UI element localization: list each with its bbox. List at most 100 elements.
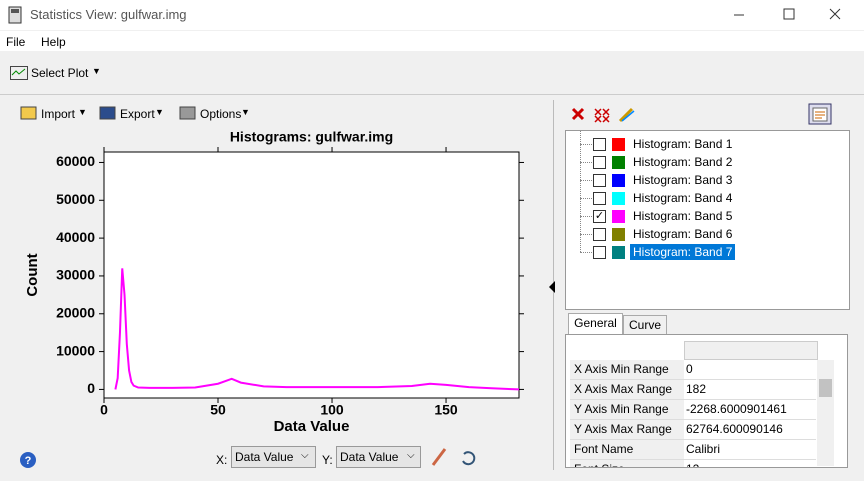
color-swatch — [612, 246, 625, 259]
property-name: X Axis Min Range — [570, 360, 684, 380]
tree-item[interactable]: Histogram: Band 3 — [633, 173, 733, 187]
scroll-thumb — [819, 379, 832, 397]
axis-tools[interactable] — [430, 446, 480, 468]
x-tick-label: 0 — [100, 402, 108, 418]
header-row — [684, 341, 818, 360]
tab[interactable]: Curve — [623, 315, 667, 335]
property-value[interactable]: -2268.6000901461 — [684, 400, 816, 420]
axis-selectors: X: Data Value Y: Data Value ⌵ ⌵ — [0, 445, 545, 470]
y-tick-label: 50000 — [56, 191, 95, 207]
tree-connector — [580, 180, 592, 181]
x-axis-label: Data Value — [274, 418, 350, 435]
x-label: X: — [216, 453, 228, 467]
properties-icon[interactable] — [808, 103, 832, 125]
chart: Histograms: gulfwar.img Data Value Count 0 1… — [24, 129, 524, 435]
dropdown-arrow: ▼ — [92, 66, 101, 76]
dropdown-arrow: ▼ — [78, 107, 87, 117]
x-tick-label: 100 — [320, 402, 344, 418]
tree-item[interactable]: Histogram: Band 6 — [633, 227, 733, 241]
select-arrow: ⌵ — [407, 450, 415, 461]
color-swatch — [612, 138, 625, 151]
tree-connector — [580, 162, 592, 163]
separator — [0, 94, 864, 95]
tree-item[interactable]: Histogram: Band 5 — [633, 209, 733, 223]
property-value[interactable]: 0 — [684, 360, 816, 380]
color-swatch — [612, 210, 625, 223]
splitter-arrow[interactable] — [549, 281, 557, 293]
title-bar: Statistics View: gulfwar.img — [0, 0, 864, 30]
data-line — [114, 268, 520, 391]
chart-title: Histograms: gulfwar.img — [230, 129, 393, 145]
plot-icon — [10, 66, 28, 80]
tree-item[interactable]: Histogram: Band 1 — [633, 137, 733, 151]
property-value[interactable]: 12 — [684, 460, 816, 467]
y-axis-label: Count — [24, 253, 41, 296]
x-select[interactable]: Data Value — [231, 446, 316, 468]
property-value[interactable]: 182 — [684, 380, 816, 400]
property-grid: X Axis Min Range 0 X Axis Max Range 182 Y Ax… — [565, 334, 848, 468]
window-title: Statistics View: gulfwar.img — [30, 7, 187, 22]
y-tick-label: 40000 — [56, 229, 95, 245]
button-icon — [20, 106, 37, 120]
tree-item[interactable]: Histogram: Band 4 — [633, 191, 733, 205]
y-tick-label: 10000 — [56, 342, 95, 358]
tree-connector — [580, 198, 592, 199]
color-swatch — [612, 228, 625, 241]
checkbox[interactable] — [593, 246, 606, 259]
property-value[interactable]: Calibri — [684, 440, 816, 460]
color-swatch — [612, 156, 625, 169]
dropdown-arrow: ▼ — [241, 107, 250, 117]
button-icon — [99, 106, 116, 120]
y-tick-label: 60000 — [56, 153, 95, 169]
checkbox[interactable] — [593, 156, 606, 169]
color-swatch — [612, 174, 625, 187]
color-swatch — [612, 192, 625, 205]
property-name: X Axis Max Range — [570, 380, 684, 400]
tool-icon — [431, 448, 447, 466]
tabs: General Curve — [565, 313, 848, 335]
toolbar-button[interactable]: Options ▼ — [179, 104, 254, 124]
property-name: Y Axis Max Range — [570, 420, 684, 440]
y-tick-label: 30000 — [56, 267, 95, 283]
tree-item[interactable]: Histogram: Band 7 — [630, 244, 736, 260]
select-arrow: ⌵ — [301, 450, 309, 461]
dropdown-arrow: ▼ — [155, 107, 164, 117]
property-value[interactable]: 62764.600090146 — [684, 420, 816, 440]
tree-toolbar[interactable] — [570, 106, 650, 124]
property-name: Font Name — [570, 440, 684, 460]
checkbox[interactable] — [593, 138, 606, 151]
property-name: Y Axis Min Range — [570, 400, 684, 420]
icon-shape — [179, 106, 196, 120]
tree-vline — [580, 131, 581, 252]
checkbox[interactable] — [593, 228, 606, 241]
plot-area — [103, 151, 520, 399]
select-plot-label: Select Plot — [31, 66, 89, 80]
checkbox[interactable] — [593, 174, 606, 187]
property-name: Font Size — [570, 460, 684, 467]
tree-connector — [580, 144, 592, 145]
menu-item[interactable]: File — [6, 35, 26, 49]
menu-bar: File Help — [0, 31, 864, 51]
button-icon — [179, 106, 196, 120]
plot-toolbar: Import ▼ Export ▼ Options ▼ — [0, 104, 545, 124]
y-tick-label: 0 — [87, 380, 95, 396]
button-label: Import — [41, 107, 76, 121]
menu-item[interactable]: Help — [41, 35, 66, 49]
button-label: Export — [120, 107, 155, 121]
y-tick-label: 20000 — [56, 304, 95, 320]
toolbar-button[interactable]: Import ▼ — [20, 104, 95, 124]
toolbar-button[interactable]: Export ▼ — [99, 104, 174, 124]
tree-view: Histogram: Band 1 Histogram: Band 2 Histog… — [565, 130, 850, 310]
checkbox[interactable] — [593, 192, 606, 205]
help-icon[interactable]: ? — [19, 451, 37, 469]
window-controls[interactable] — [720, 0, 864, 30]
svg-text:?: ? — [25, 455, 32, 467]
y-select[interactable]: Data Value — [336, 446, 421, 468]
x-tick-label: 50 — [210, 402, 226, 418]
checkbox[interactable]: ✓ — [593, 210, 606, 223]
tree-item[interactable]: Histogram: Band 2 — [633, 155, 733, 169]
tree-connector — [580, 234, 592, 235]
tab[interactable]: General — [568, 313, 623, 335]
y-label: Y: — [322, 453, 333, 467]
